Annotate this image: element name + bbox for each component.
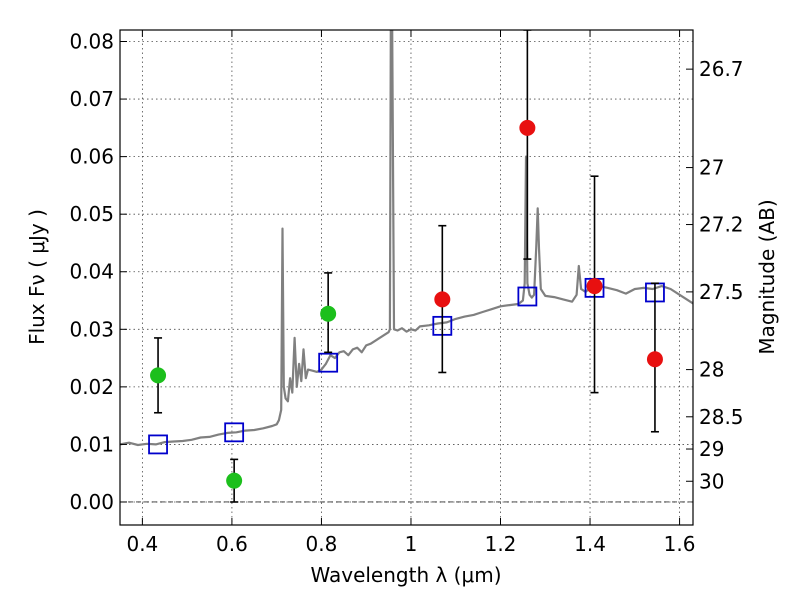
y-axis-label: Flux Fν ( μJy ) [25,209,49,345]
detection-point [226,472,243,489]
y-tick-label: 0.05 [69,202,114,226]
y-tick-label: 0.03 [69,317,114,341]
ticks: 0.4 0.6 0.8 1 1.2 1.4 1.6 0.00 0.01 0.02 0.03 0.04 0… [69,30,743,556]
plot-frame [119,29,694,526]
x-tick-label: 1 [405,532,418,556]
mag-tick-label: 27.5 [699,280,744,304]
mag-tick-label: 28 [699,358,724,382]
model-square-point [318,352,339,373]
grid [120,30,693,525]
detection-point [150,367,167,384]
y-tick-label: 0.06 [69,145,114,169]
mag-tick-label: 27 [699,156,724,180]
mag-tick-label: 29 [699,437,724,461]
x-tick-label: 1.4 [574,532,606,556]
x-tick-label: 0.4 [126,532,158,556]
y-tick-label: 0.07 [69,87,114,111]
detection-point [320,305,337,322]
mag-tick-label: 26.7 [699,57,744,81]
y-tick-label: 0.04 [69,260,114,284]
mag-tick-label: 27.2 [699,213,744,237]
spectrum-line [120,30,693,447]
y-tick-label: 0.08 [69,30,114,54]
x-tick-label: 1.2 [485,532,517,556]
y-tick-label: 0.00 [69,490,114,514]
x-tick-label: 0.6 [216,532,248,556]
detection-point [586,278,603,295]
x-tick-label: 0.8 [306,532,338,556]
model-square-point [224,422,245,443]
x-tick-label: 1.6 [664,532,696,556]
y2-axis-label: Magnitude (AB) [755,199,779,354]
mag-tick-label: 30 [699,469,724,493]
detection-point [434,291,451,308]
model-square-point [517,286,538,307]
data-layer [120,30,693,503]
mag-tick-label: 28.5 [699,405,744,429]
x-axis-label: Wavelength λ (μm) [310,563,501,587]
y-tick-label: 0.02 [69,375,114,399]
detection-point [646,351,663,368]
y-tick-label: 0.01 [69,432,114,456]
model-square-point [148,434,168,455]
detection-point [519,119,536,136]
